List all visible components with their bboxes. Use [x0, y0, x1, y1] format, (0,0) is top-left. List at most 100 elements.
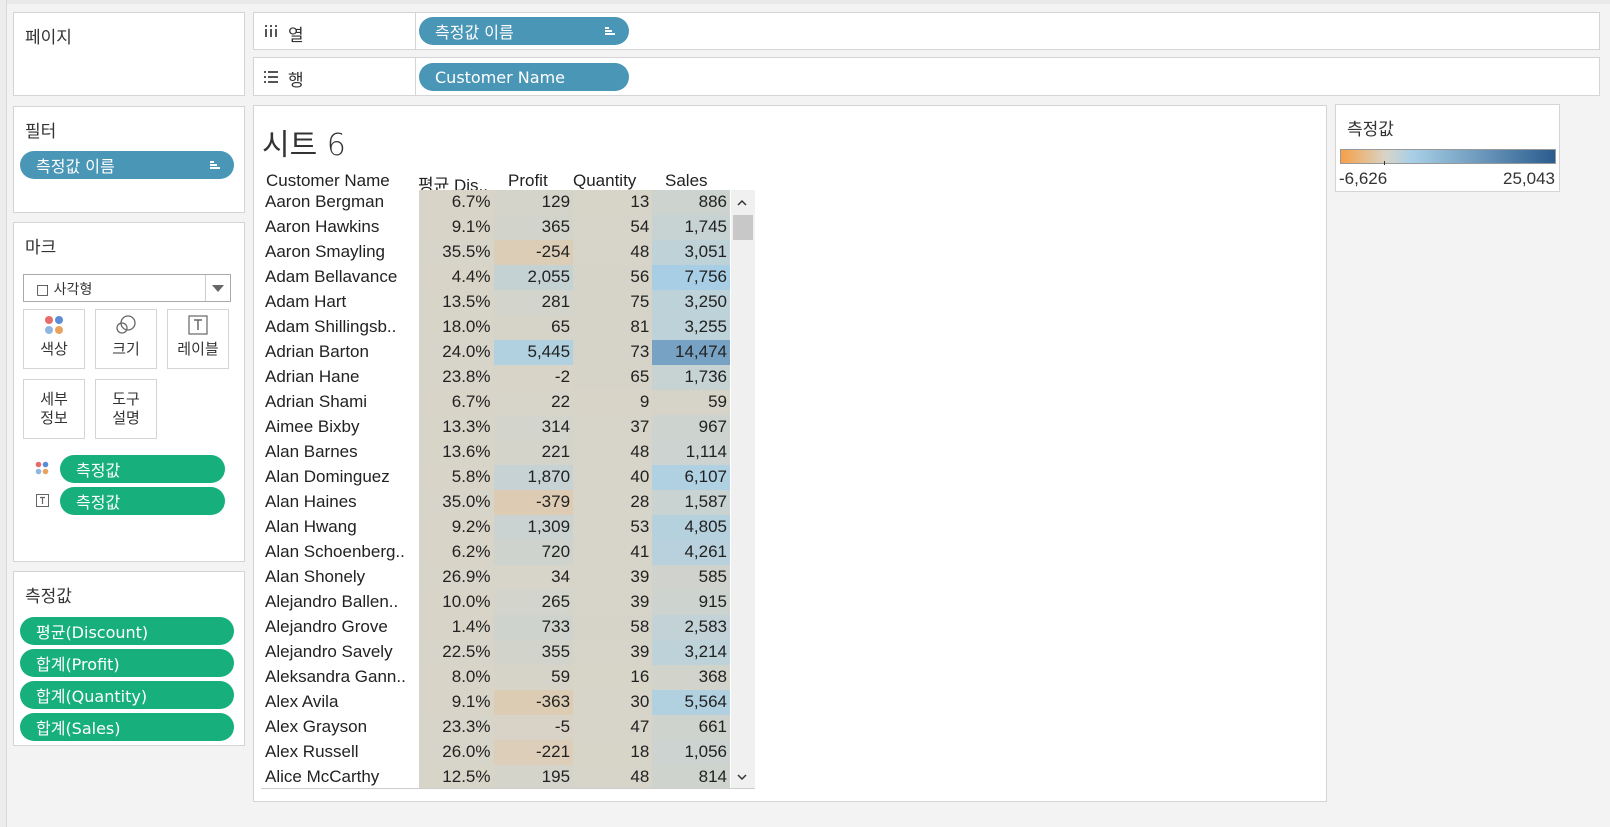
- table-row[interactable]: Adam Shillingsb.. 18.0% 65 81 3,255: [261, 314, 730, 340]
- profit-cell[interactable]: -254: [493, 239, 574, 265]
- discount-cell[interactable]: 35.0%: [418, 489, 494, 515]
- quantity-cell[interactable]: 37: [573, 414, 653, 440]
- customer-name-cell[interactable]: Aleksandra Gann..: [265, 667, 406, 686]
- scrollbar-thumb[interactable]: [733, 215, 753, 240]
- customer-name-cell[interactable]: Alejandro Ballen..: [265, 592, 399, 611]
- quantity-cell[interactable]: 9: [573, 389, 653, 415]
- profit-cell[interactable]: -221: [493, 739, 574, 765]
- sales-cell[interactable]: 6,107: [652, 464, 730, 490]
- sales-cell[interactable]: 915: [652, 589, 730, 615]
- quantity-cell[interactable]: 81: [573, 314, 653, 340]
- quantity-cell[interactable]: 65: [573, 364, 653, 390]
- customer-name-cell[interactable]: Adam Hart: [265, 292, 347, 311]
- customer-name-cell[interactable]: Adam Bellavance: [265, 267, 398, 286]
- color-legend-card[interactable]: 측정값 -6,626 25,043: [1335, 104, 1560, 192]
- color-button[interactable]: 색상: [23, 309, 85, 369]
- profit-cell[interactable]: 1,870: [493, 464, 574, 490]
- quantity-cell[interactable]: 54: [573, 214, 653, 240]
- table-row[interactable]: Alan Dominguez 5.8% 1,870 40 6,107: [261, 464, 730, 490]
- tooltip-button[interactable]: 도구 설명: [95, 379, 157, 439]
- profit-cell[interactable]: 34: [493, 564, 574, 590]
- discount-cell[interactable]: 9.2%: [418, 514, 494, 540]
- discount-cell[interactable]: 26.0%: [418, 739, 494, 765]
- sales-cell[interactable]: 3,255: [652, 314, 730, 340]
- profit-cell[interactable]: -379: [493, 489, 574, 515]
- sales-cell[interactable]: 14,474: [652, 339, 730, 365]
- customer-name-cell[interactable]: Adrian Hane: [265, 367, 360, 386]
- scroll-down-icon[interactable]: [736, 770, 748, 786]
- discount-cell[interactable]: 6.7%: [418, 190, 494, 215]
- quantity-cell[interactable]: 39: [573, 564, 653, 590]
- header-customer-name[interactable]: Customer Name: [266, 171, 390, 190]
- quantity-cell[interactable]: 58: [573, 614, 653, 640]
- profit-cell[interactable]: 355: [493, 639, 574, 665]
- discount-cell[interactable]: 24.0%: [418, 339, 494, 365]
- sales-cell[interactable]: 3,214: [652, 639, 730, 665]
- sales-cell[interactable]: 59: [652, 389, 730, 415]
- customer-name-cell[interactable]: Aimee Bixby: [265, 417, 360, 436]
- profit-cell[interactable]: 22: [493, 389, 574, 415]
- table-viewport[interactable]: Aaron Bergman 6.7% 129 13 886 Aaron Hawkins 9.…: [261, 190, 730, 788]
- table-row[interactable]: Alejandro Ballen.. 10.0% 265 39 915: [261, 589, 730, 615]
- quantity-cell[interactable]: 18: [573, 739, 653, 765]
- discount-cell[interactable]: 18.0%: [418, 314, 494, 340]
- profit-cell[interactable]: -5: [493, 714, 574, 740]
- filter-measure-names-pill[interactable]: 측정값 이름: [20, 151, 234, 179]
- table-row[interactable]: Adrian Shami 6.7% 22 9 59: [261, 389, 730, 415]
- measure-pill-avg-discount[interactable]: 평균(Discount): [20, 617, 234, 645]
- customer-name-cell[interactable]: Alex Avila: [265, 692, 339, 711]
- discount-cell[interactable]: 4.4%: [418, 264, 494, 290]
- header-profit[interactable]: Profit: [508, 171, 548, 190]
- customer-name-cell[interactable]: Alex Grayson: [265, 717, 368, 736]
- sales-cell[interactable]: 3,051: [652, 239, 730, 265]
- sales-cell[interactable]: 1,587: [652, 489, 730, 515]
- quantity-cell[interactable]: 39: [573, 589, 653, 615]
- profit-cell[interactable]: 281: [493, 289, 574, 315]
- quantity-cell[interactable]: 47: [573, 714, 653, 740]
- quantity-cell[interactable]: 28: [573, 489, 653, 515]
- profit-cell[interactable]: 2,055: [493, 264, 574, 290]
- quantity-cell[interactable]: 73: [573, 339, 653, 365]
- discount-cell[interactable]: 13.3%: [418, 414, 494, 440]
- sales-cell[interactable]: 886: [652, 190, 730, 215]
- profit-cell[interactable]: -363: [493, 689, 574, 715]
- discount-cell[interactable]: 22.5%: [418, 639, 494, 665]
- sales-cell[interactable]: 661: [652, 714, 730, 740]
- discount-cell[interactable]: 6.7%: [418, 389, 494, 415]
- chevron-down-icon[interactable]: [212, 285, 224, 292]
- discount-cell[interactable]: 5.8%: [418, 464, 494, 490]
- customer-name-cell[interactable]: Alan Barnes: [265, 442, 358, 461]
- marks-card[interactable]: 마크 □ 사각형 색상 크기 레이블 세부 정보 도구 설명 측정값: [13, 222, 245, 562]
- columns-measure-names-pill[interactable]: 측정값 이름: [419, 17, 629, 45]
- sales-cell[interactable]: 1,056: [652, 739, 730, 765]
- customer-name-cell[interactable]: Alex Russell: [265, 742, 359, 761]
- table-row[interactable]: Adrian Barton 24.0% 5,445 73 14,474: [261, 339, 730, 365]
- quantity-cell[interactable]: 40: [573, 464, 653, 490]
- customer-name-cell[interactable]: Alan Dominguez: [265, 467, 390, 486]
- table-row[interactable]: Aaron Hawkins 9.1% 365 54 1,745: [261, 214, 730, 240]
- discount-cell[interactable]: 23.3%: [418, 714, 494, 740]
- marks-color-measure-values-pill[interactable]: 측정값: [60, 455, 225, 483]
- table-row[interactable]: Alex Russell 26.0% -221 18 1,056: [261, 739, 730, 765]
- customer-name-cell[interactable]: Alice McCarthy: [265, 767, 380, 786]
- table-row[interactable]: Alan Shonely 26.9% 34 39 585: [261, 564, 730, 590]
- table-row[interactable]: Alan Hwang 9.2% 1,309 53 4,805: [261, 514, 730, 540]
- customer-name-cell[interactable]: Alan Schoenberg..: [265, 542, 405, 561]
- marks-label-measure-values-pill[interactable]: 측정값: [60, 487, 225, 515]
- table-row[interactable]: Adam Bellavance 4.4% 2,055 56 7,756: [261, 264, 730, 290]
- table-row[interactable]: Alejandro Grove 1.4% 733 58 2,583: [261, 614, 730, 640]
- filters-card[interactable]: 필터 측정값 이름: [13, 106, 245, 213]
- sales-cell[interactable]: 967: [652, 414, 730, 440]
- table-row[interactable]: Aimee Bixby 13.3% 314 37 967: [261, 414, 730, 440]
- sales-cell[interactable]: 368: [652, 664, 730, 690]
- profit-cell[interactable]: 365: [493, 214, 574, 240]
- detail-button[interactable]: 세부 정보: [23, 379, 85, 439]
- quantity-cell[interactable]: 39: [573, 639, 653, 665]
- table-row[interactable]: Alex Avila 9.1% -363 30 5,564: [261, 689, 730, 715]
- discount-cell[interactable]: 13.5%: [418, 289, 494, 315]
- profit-cell[interactable]: -2: [493, 364, 574, 390]
- discount-cell[interactable]: 23.8%: [418, 364, 494, 390]
- sales-cell[interactable]: 585: [652, 564, 730, 590]
- measure-pill-sum-profit[interactable]: 합계(Profit): [20, 649, 234, 677]
- discount-cell[interactable]: 1.4%: [418, 614, 494, 640]
